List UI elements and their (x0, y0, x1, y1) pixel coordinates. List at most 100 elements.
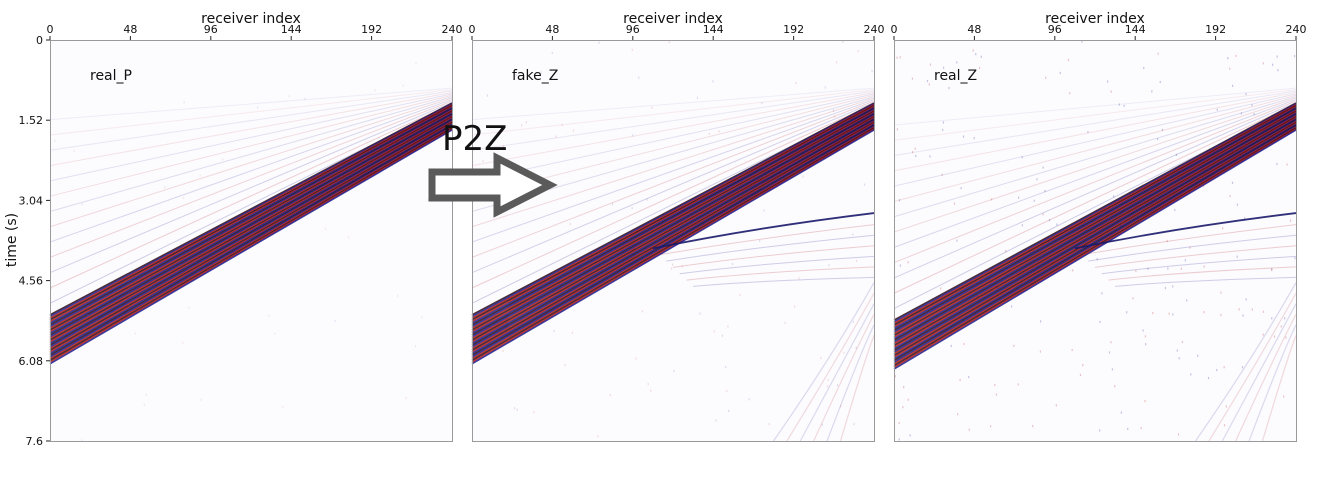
noise-speckle (1276, 163, 1277, 165)
noise-speckle (973, 49, 974, 51)
noise-speckle (1101, 292, 1102, 294)
noise-speckle (719, 130, 720, 132)
noise-speckle (144, 404, 145, 406)
noise-speckle (727, 325, 728, 327)
noise-speckle (1181, 268, 1182, 270)
noise-speckle (1220, 291, 1221, 293)
noise-speckle (1045, 77, 1046, 79)
noise-speckle (1099, 429, 1100, 431)
noise-speckle (1243, 314, 1244, 316)
noise-speckle (1151, 90, 1152, 92)
noise-speckle (421, 316, 422, 318)
noise-speckle (1111, 90, 1112, 92)
noise-speckle (997, 286, 998, 288)
panel-real-p: receiver index 0 48 96 144 192 240 0 1.52 3.04 4… (4, 11, 463, 448)
noise-speckle (823, 149, 824, 151)
noise-speckle (533, 411, 534, 413)
noise-speckle (1080, 374, 1081, 376)
x-tick-label: 0 (47, 23, 54, 36)
noise-speckle (1180, 170, 1181, 172)
noise-speckle (827, 385, 828, 387)
noise-speckle (632, 49, 633, 51)
noise-speckle (1232, 150, 1233, 152)
noise-speckle (1084, 251, 1085, 253)
noise-speckle (671, 268, 672, 270)
noise-speckle (1294, 55, 1295, 57)
noise-speckle (739, 294, 740, 296)
panel-label: real_Z (934, 68, 977, 84)
noise-speckle (726, 390, 727, 392)
noise-speckle (1043, 166, 1044, 168)
noise-speckle (1271, 317, 1272, 319)
noise-speckle (406, 397, 407, 399)
noise-speckle (927, 80, 928, 82)
noise-speckle (929, 83, 930, 85)
noise-speckle (822, 424, 823, 426)
noise-speckle (375, 89, 376, 91)
noise-speckle (764, 210, 765, 212)
noise-speckle (1274, 335, 1275, 337)
noise-speckle (1203, 185, 1204, 187)
noise-speckle (514, 407, 515, 409)
noise-speckle (942, 129, 943, 131)
noise-speckle (759, 240, 760, 242)
noise-speckle (968, 376, 969, 378)
noise-speckle (1040, 320, 1041, 322)
noise-speckle (912, 151, 913, 153)
noise-speckle (802, 176, 803, 178)
y-axis-title: time (s) (4, 213, 20, 267)
noise-speckle (555, 136, 556, 138)
noise-speckle (1107, 80, 1108, 82)
noise-speckle (516, 409, 517, 411)
noise-speckle (732, 263, 733, 265)
x-tick-label: 96 (1048, 23, 1062, 36)
noise-speckle (795, 82, 796, 84)
noise-speckle (632, 134, 633, 136)
noise-speckle (526, 121, 527, 123)
noise-speckle (829, 264, 830, 266)
noise-speckle (642, 310, 643, 312)
noise-speckle (1224, 366, 1225, 368)
x-tick-label: 0 (469, 23, 476, 36)
noise-speckle (798, 277, 799, 279)
noise-speckle (1178, 433, 1179, 435)
noise-speckle (268, 314, 269, 316)
noise-speckle (652, 107, 653, 109)
y-tick-label: 1.52 (19, 114, 44, 127)
noise-speckle (565, 364, 566, 366)
noise-speckle (1162, 129, 1163, 131)
noise-speckle (1232, 85, 1233, 87)
noise-speckle (1165, 287, 1166, 289)
panel-label: fake_Z (512, 68, 558, 84)
noise-speckle (969, 429, 970, 431)
noise-speckle (1087, 131, 1088, 133)
noise-speckle (1082, 364, 1083, 366)
noise-speckle (856, 260, 857, 262)
noise-speckle (1069, 92, 1070, 94)
noise-speckle (1241, 112, 1242, 114)
noise-speckle (570, 223, 571, 225)
noise-speckle (521, 124, 522, 126)
noise-speckle (908, 261, 909, 263)
noise-speckle (1141, 427, 1142, 429)
noise-speckle (899, 438, 900, 440)
noise-speckle (899, 422, 900, 424)
x-tick-label: 144 (281, 23, 302, 36)
noise-speckle (908, 399, 909, 401)
noise-speckle (502, 350, 503, 352)
noise-speckle (646, 198, 647, 200)
noise-speckle (164, 186, 165, 188)
noise-speckle (1013, 345, 1014, 347)
x-tick-label: 96 (626, 23, 640, 36)
noise-speckle (1254, 113, 1255, 115)
noise-speckle (1176, 154, 1177, 156)
noise-speckle (725, 366, 726, 368)
noise-speckle (182, 342, 183, 344)
noise-speckle (1032, 425, 1033, 427)
noise-speckle (184, 101, 185, 103)
noise-speckle (712, 80, 713, 82)
noise-speckle (673, 370, 674, 372)
noise-speckle (853, 321, 854, 323)
noise-speckle (715, 419, 716, 421)
